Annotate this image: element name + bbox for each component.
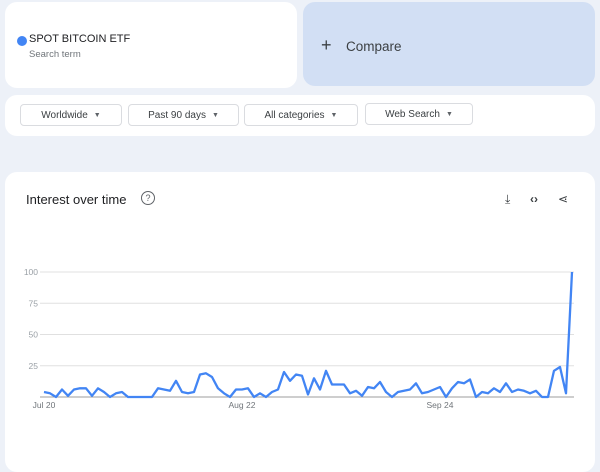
y-tick-label: 50 [29, 330, 39, 340]
y-tick-label: 75 [29, 298, 39, 308]
x-tick-label: Sep 24 [427, 400, 454, 410]
y-tick-label: 100 [24, 267, 38, 277]
y-tick-label: 25 [29, 361, 39, 371]
x-tick-label: Jul 20 [33, 400, 56, 410]
x-tick-label: Aug 22 [229, 400, 256, 410]
line-chart: 25 50 75 100 Jul 20 Aug 22 Sep 24 [0, 0, 600, 460]
